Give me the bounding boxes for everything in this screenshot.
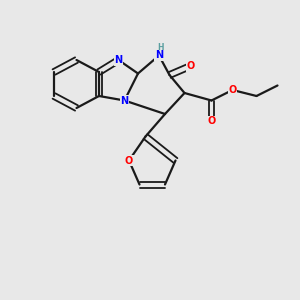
Text: O: O — [186, 61, 195, 71]
Text: O: O — [125, 155, 133, 166]
Text: N: N — [114, 55, 123, 65]
Text: O: O — [207, 116, 216, 127]
Text: N: N — [155, 50, 163, 61]
Text: H: H — [157, 43, 164, 52]
Text: O: O — [228, 85, 237, 95]
Text: N: N — [120, 95, 129, 106]
